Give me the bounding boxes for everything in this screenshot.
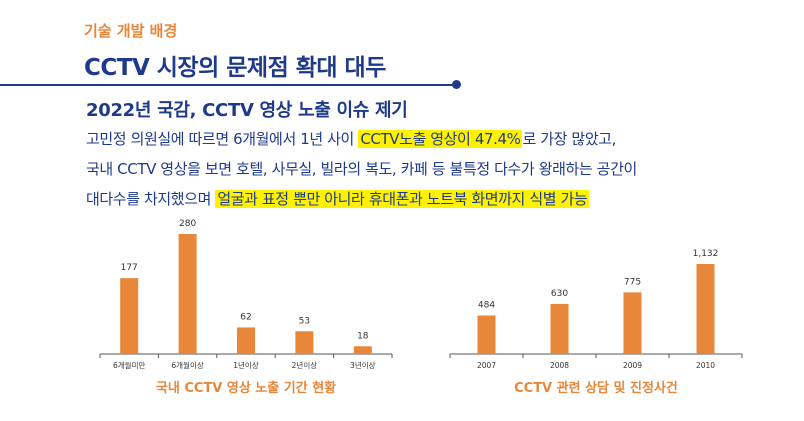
body-line-1-post: 로 가장 많았고,	[522, 130, 616, 148]
section-heading: 2022년 국감, CCTV 영상 노출 이슈 제기	[86, 100, 408, 121]
complaints-bar	[696, 264, 715, 354]
complaints-bar	[550, 303, 569, 354]
body-line-3: 대다수를 차지했으며 얼굴과 표정 뿐만 아니라 휴대폰과 노트북 화면까지 식…	[86, 184, 786, 214]
exposure-category-label: 6개월미만	[113, 360, 145, 370]
chart-exposure-period-title: 국내 CCTV 영상 노출 기간 현황	[155, 381, 337, 396]
complaints-value-label: 775	[624, 277, 641, 287]
complaints-category-label: 2008	[550, 361, 569, 370]
complaints-value-label: 1,132	[693, 249, 719, 259]
section-eyebrow: 기술 개발 배경	[84, 22, 178, 40]
body-line-1-pre: 고민정 의원실에 따르면 6개월에서 1년 사이	[86, 130, 359, 148]
exposure-bar	[120, 278, 139, 354]
complaints-category-label: 2009	[623, 361, 642, 370]
exposure-value-label: 177	[121, 263, 138, 273]
highlight-identification: 얼굴과 표정 뿐만 아니라 휴대폰과 노트북 화면까지 식별 가능	[215, 190, 590, 208]
body-text: 고민정 의원실에 따르면 6개월에서 1년 사이 CCTV노출 영상이 47.4…	[86, 124, 786, 214]
body-line-1: 고민정 의원실에 따르면 6개월에서 1년 사이 CCTV노출 영상이 47.4…	[86, 124, 786, 154]
exposure-bar	[178, 234, 197, 354]
exposure-category-label: 2년이상	[292, 360, 318, 370]
highlight-exposure-rate: CCTV노출 영상이 47.4%	[358, 130, 523, 148]
exposure-value-label: 53	[299, 316, 310, 326]
exposure-bar	[295, 331, 314, 354]
complaints-bar	[477, 315, 496, 354]
chart-complaints-title: CCTV 관련 상담 및 진정사건	[514, 381, 678, 396]
complaints-value-label: 484	[478, 301, 495, 311]
exposure-category-label: 6개월이상	[171, 360, 203, 370]
title-divider	[0, 84, 456, 86]
exposure-value-label: 62	[240, 312, 251, 322]
complaints-value-label: 630	[551, 289, 568, 299]
page-title: CCTV 시장의 문제점 확대 대두	[84, 55, 386, 81]
complaints-category-label: 2010	[696, 361, 715, 370]
exposure-category-label: 3년이상	[350, 360, 376, 370]
exposure-bar	[353, 346, 372, 354]
exposure-value-label: 280	[179, 219, 196, 229]
exposure-category-label: 1년이상	[233, 360, 259, 370]
divider-dot	[452, 80, 461, 89]
body-line-3-pre: 대다수를 차지했으며	[86, 190, 216, 208]
complaints-bar	[623, 292, 642, 354]
exposure-value-label: 18	[357, 331, 369, 341]
body-line-2: 국내 CCTV 영상을 보면 호텔, 사무실, 빌라의 복도, 카페 등 불특정…	[86, 160, 637, 178]
exposure-bar	[237, 327, 255, 354]
complaints-category-label: 2007	[477, 361, 496, 370]
